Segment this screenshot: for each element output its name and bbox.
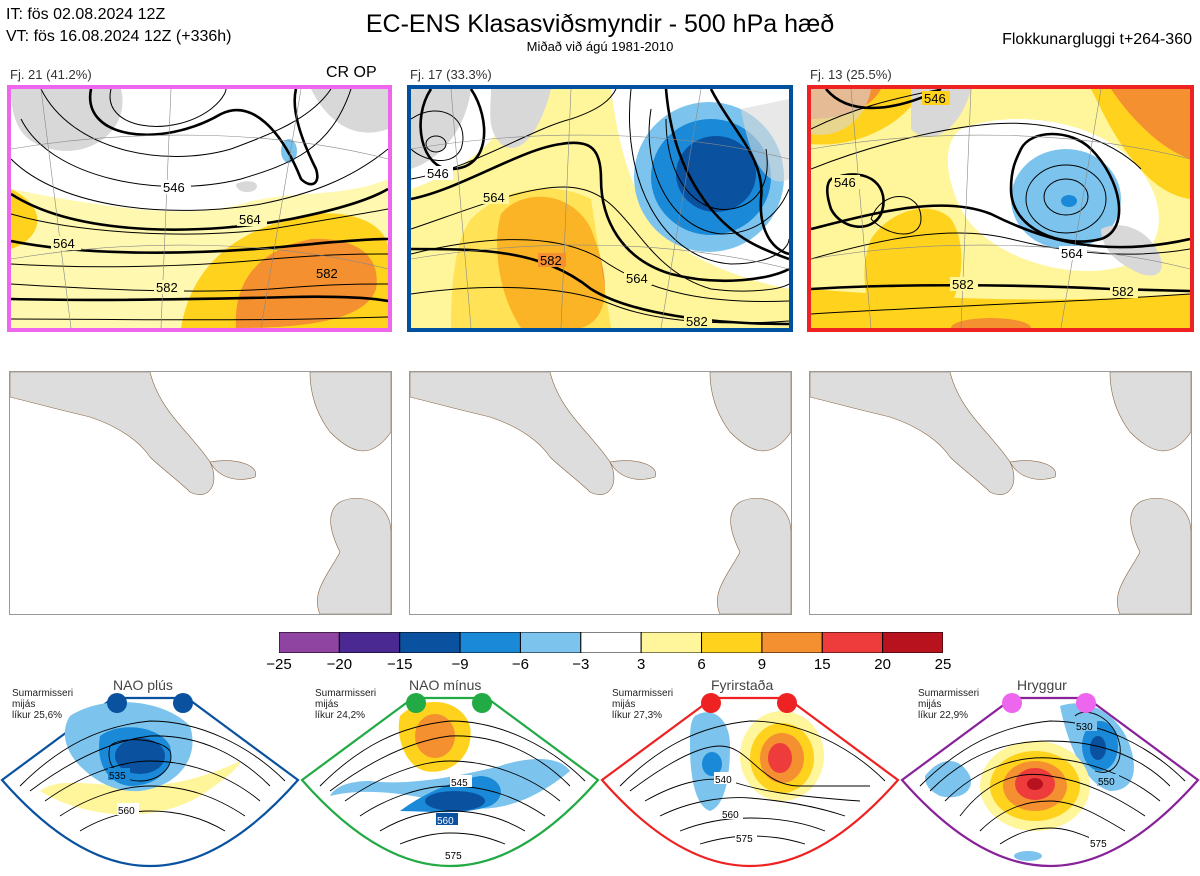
- colorbar-swatch: [821, 631, 884, 654]
- regime-nao-minus-contour: 545: [451, 778, 468, 789]
- colorbar-swatch: [882, 631, 944, 654]
- regime-1-dot-left: [107, 693, 127, 713]
- colorbar-swatch: [338, 631, 401, 654]
- colorbar-tick-label: −20: [326, 656, 353, 673]
- cluster-2-contour-label: 582: [540, 253, 562, 268]
- colorbar-swatch: [399, 631, 461, 654]
- cluster-1-contour-label: 582: [316, 266, 338, 281]
- regime-nao-minus-contour: 560: [437, 816, 454, 827]
- colorbar-swatch: [761, 631, 823, 654]
- cluster-1-contour-label: 582: [156, 280, 178, 295]
- regime-nao-minus-contour: 575: [445, 851, 462, 862]
- regime-1-name: NAO plús: [113, 677, 173, 693]
- colorbar-tick-label: 15: [813, 656, 831, 673]
- colorbar-swatch: [580, 631, 642, 654]
- cluster-2-contour-label: 564: [626, 271, 648, 286]
- regime-2-name: NAO mínus: [409, 677, 482, 693]
- colorbar-tick-label: −15: [386, 656, 413, 673]
- colorbar-swatch: [459, 631, 521, 654]
- page-title: EC-ENS Klasasviðsmyndir - 500 hPa hæð: [365, 10, 835, 38]
- cluster-3-contour-label: 546: [834, 175, 856, 190]
- colorbar-tick-label: 20: [874, 656, 891, 673]
- colorbar-scale: [278, 631, 944, 654]
- colorbar-tick-label: −6: [511, 656, 530, 673]
- cluster-3-contour-label: 546: [924, 91, 946, 106]
- regime-ridge-contour: 530: [1076, 722, 1093, 733]
- initial-time: IT: fös 02.08.2024 12Z: [6, 6, 166, 23]
- regime-blocking-contour: 575: [736, 834, 753, 845]
- cluster-1-map: 546 564 564 582 582: [7, 85, 392, 332]
- colorbar-swatch: [701, 631, 763, 654]
- colorbar-tick-label: −3: [572, 656, 590, 673]
- cluster-2-label: Fj. 17 (33.3%): [410, 67, 492, 82]
- regime-blocking-contour: 560: [722, 810, 739, 821]
- cluster-1-tag: CR OP: [326, 64, 377, 81]
- regime-ridge-contour: 550: [1098, 777, 1115, 788]
- regime-3-dot-right: [777, 693, 797, 713]
- cluster-3-contour-label: 582: [1112, 284, 1134, 299]
- regime-nao-plus-contour: 560: [118, 806, 135, 817]
- cluster-3-map: 546 564 582 546 582: [807, 85, 1194, 332]
- regime-4-dot-left: [1002, 693, 1022, 713]
- regime-3-name: Fyrirstaða: [711, 677, 774, 693]
- colorbar-tick-label: 3: [637, 656, 646, 673]
- cluster-1-contour-label: 564: [53, 236, 75, 251]
- regime-blocking-contour: 540: [715, 775, 732, 786]
- colorbar-swatch: [519, 631, 582, 654]
- colorbar-tick-label: 25: [934, 656, 952, 673]
- regime-nao-plus: 535 560: [0, 676, 300, 871]
- regime-4-note: Sumarmisseri mijás líkur 22,9%: [918, 688, 980, 721]
- cluster-2-map: 546 564 582 564 582: [407, 85, 793, 332]
- colorbar-tick-label: −25: [266, 656, 292, 673]
- colorbar-tick-label: 6: [697, 656, 706, 673]
- cluster-1-label: Fj. 21 (41.2%): [10, 67, 92, 82]
- regime-1-dot-right: [173, 693, 193, 713]
- cluster-3-contour-label: 582: [952, 277, 974, 292]
- regime-nao-plus-contour: 535: [109, 771, 126, 782]
- empty-map-panel-3: [809, 371, 1192, 615]
- regime-2-dot-left: [406, 693, 426, 713]
- regime-2-note: Sumarmisseri mijás líkur 24,2%: [315, 688, 377, 721]
- valid-time: VT: fös 16.08.2024 12Z (+336h): [6, 28, 232, 45]
- colorbar: [278, 631, 944, 654]
- colorbar-tick-label: −9: [451, 656, 469, 673]
- colorbar-swatch: [640, 631, 703, 654]
- regime-ridge-contour: 575: [1090, 839, 1107, 850]
- cluster-2-contour-label: 564: [483, 190, 505, 205]
- regime-3-note: Sumarmisseri mijás líkur 27,3%: [612, 688, 674, 721]
- regime-2-dot-right: [472, 693, 492, 713]
- colorbar-swatch: [278, 631, 340, 654]
- regime-1-note: Sumarmisseri mijás líkur 25,6%: [12, 688, 74, 721]
- empty-map-panel-2: [409, 371, 792, 615]
- header-dates: IT: fös 02.08.2024 12Z VT: fös 16.08.202…: [6, 4, 231, 48]
- regime-ridge: 530 550 575: [900, 676, 1200, 871]
- cluster-3-label: Fj. 13 (25.5%): [810, 67, 892, 82]
- cluster-1-contour-label: 546: [163, 180, 185, 195]
- regime-nao-minus: 545 560 575: [300, 676, 600, 871]
- page-subtitle: Miðað við ágú 1981-2010: [526, 39, 674, 54]
- regime-4-dot-right: [1076, 693, 1096, 713]
- cluster-3-contour-label: 564: [1061, 246, 1083, 261]
- empty-map-panel-1: [9, 371, 392, 615]
- regime-blocking: 540 560 575: [600, 676, 900, 871]
- regime-4-name: Hryggur: [1017, 677, 1067, 693]
- clustering-window: Flokkunargluggi t+264-360: [1002, 31, 1192, 48]
- cluster-1-contour-label: 564: [239, 212, 261, 227]
- cluster-2-contour-label: 582: [686, 314, 708, 328]
- colorbar-tick-label: 9: [757, 656, 767, 673]
- cluster-2-contour-label: 546: [427, 166, 449, 181]
- regime-3-dot-left: [701, 693, 721, 713]
